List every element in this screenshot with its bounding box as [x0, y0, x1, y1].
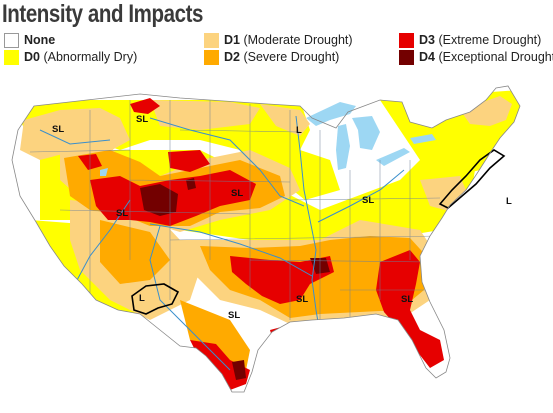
- lake-erie: [376, 148, 410, 166]
- legend-swatch-d4: [399, 49, 414, 65]
- impact-label-montana: SL: [136, 114, 148, 125]
- legend-code-d4: D4: [419, 50, 435, 64]
- impact-label-pacific-nw: SL: [52, 124, 64, 135]
- drought-map: SL SL L SL SL SL L L SL SL SL: [11, 85, 521, 393]
- colorado-river: [75, 199, 131, 283]
- great-salt-lake: [100, 168, 108, 176]
- outline-northeast: [438, 149, 506, 209]
- lake-ontario: [410, 134, 436, 144]
- impact-label-nebraska: SL: [231, 188, 243, 199]
- impact-label-minnesota: L: [296, 125, 302, 136]
- legend-label-d3: (Extreme Drought): [438, 33, 542, 47]
- legend-label-d1: (Moderate Drought): [243, 33, 353, 47]
- legend-item-d1: D1 (Moderate Drought): [204, 32, 353, 48]
- impact-labels: SL SL L SL SL SL L L SL SL SL: [52, 114, 512, 321]
- drought-areas: [12, 86, 520, 392]
- page-title: Intensity and Impacts: [2, 0, 204, 28]
- legend-swatch-d1: [204, 32, 219, 48]
- legend-label-none: None: [24, 33, 56, 47]
- legend-item-none: None: [4, 32, 55, 48]
- impact-label-texas: SL: [228, 310, 240, 321]
- legend-label-d2: (Severe Drought): [243, 50, 340, 64]
- outline-southwest: [131, 283, 180, 315]
- impact-label-ohio-valley: SL: [362, 195, 374, 206]
- great-lakes: [100, 102, 436, 176]
- state-borders: [29, 100, 441, 320]
- legend-label-d4: (Exceptional Drought): [438, 50, 553, 64]
- legend-code-d0: D0: [24, 50, 40, 64]
- legend-swatch-d2: [204, 49, 219, 65]
- legend-swatch-none: [4, 32, 19, 48]
- legend-code-d1: D1: [224, 33, 240, 47]
- area-d4: [140, 178, 330, 380]
- legend-code-d3: D3: [419, 33, 435, 47]
- ohio-river: [317, 169, 405, 223]
- impact-label-northeast: L: [506, 196, 512, 207]
- impact-label-southeast: SL: [401, 294, 413, 305]
- legend-code-d2: D2: [224, 50, 240, 64]
- legend-item-d2: D2 (Severe Drought): [204, 49, 339, 65]
- impact-label-utah: SL: [116, 208, 128, 219]
- lake-superior: [306, 102, 356, 126]
- legend-swatch-d0: [4, 49, 19, 65]
- lake-huron: [352, 116, 380, 150]
- lake-michigan: [336, 124, 350, 170]
- missouri-river: [149, 117, 305, 207]
- arkansas-river: [149, 223, 313, 277]
- legend-swatch-d3: [399, 32, 414, 48]
- us-outline: [11, 85, 521, 393]
- rivers: [39, 115, 405, 371]
- mississippi-river: [295, 115, 321, 335]
- legend-item-d4: D4 (Exceptional Drought): [399, 49, 553, 65]
- impact-outlines: [131, 149, 506, 315]
- legend-item-d0: D0 (Abnormally Dry): [4, 49, 137, 65]
- impact-label-lower-mississippi: SL: [296, 294, 308, 305]
- snake-river: [39, 129, 111, 145]
- impact-label-southwest: L: [139, 293, 145, 304]
- rio-grande: [149, 225, 231, 371]
- legend-label-d0: (Abnormally Dry): [43, 50, 138, 64]
- legend-item-d3: D3 (Extreme Drought): [399, 32, 541, 48]
